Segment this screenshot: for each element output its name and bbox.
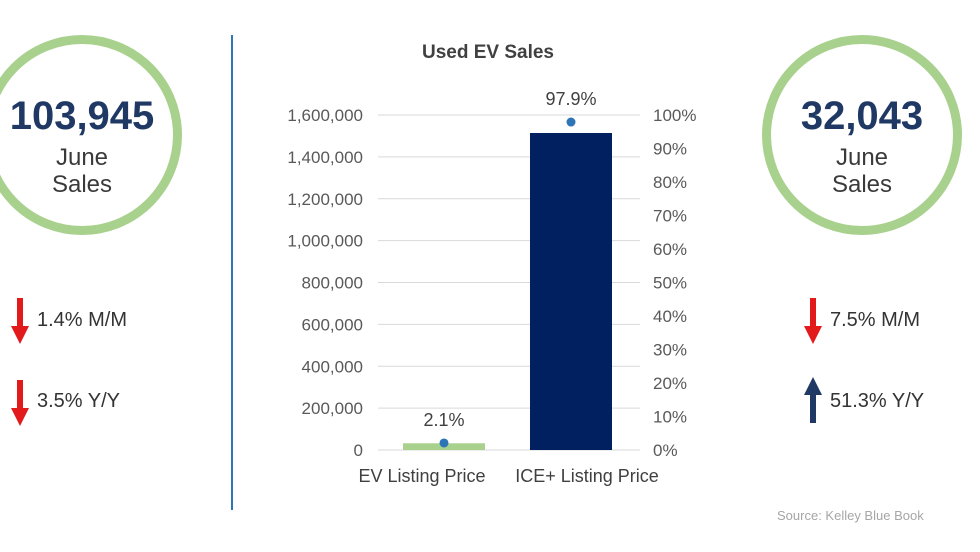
right-axis-tick-label: 40% bbox=[653, 307, 687, 326]
right-yy-up-arrow-icon bbox=[804, 377, 822, 423]
share-point bbox=[439, 438, 449, 448]
share-data-label: 97.9% bbox=[545, 89, 596, 109]
left-axis-tick-label: 1,000,000 bbox=[287, 232, 363, 251]
right-axis-tick-label: 80% bbox=[653, 173, 687, 192]
right-kpi-ring: 32,043 June Sales bbox=[762, 35, 962, 235]
right-yy-stat: 51.3% Y/Y bbox=[830, 390, 925, 412]
right-axis-tick-label: 90% bbox=[653, 140, 687, 159]
left-axis-tick-label: 400,000 bbox=[302, 357, 363, 376]
share-data-label: 2.1% bbox=[423, 410, 464, 430]
category-label: EV Listing Price bbox=[358, 466, 485, 486]
category-label: ICE+ Listing Price bbox=[515, 466, 659, 486]
share-point bbox=[566, 117, 576, 127]
left-mm-stat: 1.4% M/M bbox=[37, 309, 128, 331]
right-axis-tick-label: 30% bbox=[653, 341, 687, 360]
right-axis-tick-label: 100% bbox=[653, 106, 696, 125]
right-axis-tick-label: 60% bbox=[653, 240, 687, 259]
section-divider bbox=[231, 35, 233, 510]
right-axis-tick-label: 50% bbox=[653, 274, 687, 293]
right-kpi-label-line2: Sales bbox=[831, 171, 893, 198]
right-mm-stat: 7.5% M/M bbox=[830, 309, 921, 331]
chart-title: Used EV Sales bbox=[422, 42, 554, 63]
left-kpi-label-line1: June bbox=[55, 144, 109, 171]
left-axis-tick-label: 1,400,000 bbox=[287, 148, 363, 167]
right-mm-down-arrow-icon bbox=[804, 298, 822, 344]
left-axis-tick-label: 800,000 bbox=[302, 274, 363, 293]
left-axis-tick-label: 1,200,000 bbox=[287, 190, 363, 209]
source-note: Source: Kelley Blue Book bbox=[777, 508, 924, 523]
left-yy-stat: 3.5% Y/Y bbox=[37, 390, 121, 412]
right-kpi-value: 32,043 bbox=[800, 94, 924, 138]
left-kpi-label-line2: Sales bbox=[51, 171, 113, 198]
left-axis-tick-label: 1,600,000 bbox=[287, 106, 363, 125]
left-axis-tick-label: 600,000 bbox=[302, 315, 363, 334]
left-mm-down-arrow-icon bbox=[11, 298, 29, 344]
right-axis-tick-label: 20% bbox=[653, 374, 687, 393]
bar-ice bbox=[530, 133, 612, 450]
left-yy-down-arrow-icon bbox=[11, 380, 29, 426]
left-kpi-value: 103,945 bbox=[9, 94, 155, 138]
left-kpi-ring: 103,945 June Sales bbox=[0, 35, 182, 235]
right-axis-tick-label: 70% bbox=[653, 207, 687, 226]
right-axis-tick-label: 0% bbox=[653, 441, 678, 460]
right-axis-tick-label: 10% bbox=[653, 408, 687, 427]
left-axis-tick-label: 200,000 bbox=[302, 399, 363, 418]
right-kpi-label-line1: June bbox=[835, 144, 889, 171]
left-axis-tick-label: 0 bbox=[354, 441, 363, 460]
